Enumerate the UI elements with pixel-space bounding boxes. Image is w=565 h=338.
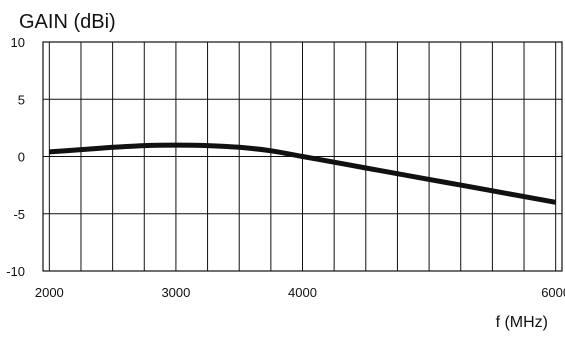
x-tick-label: 3000 — [161, 285, 190, 300]
tick-labels: 10 5 0 -5 -10 2000 3000 4000 6000 — [6, 35, 565, 300]
grid — [43, 42, 562, 271]
series-layer — [49, 142, 557, 205]
x-axis-title: f (MHz) — [496, 314, 548, 331]
y-tick-label: 10 — [11, 35, 25, 50]
y-tick-label: 0 — [18, 150, 25, 165]
gain-series-line — [49, 142, 557, 205]
y-tick-label: -10 — [6, 264, 25, 279]
y-tick-label: -5 — [13, 207, 25, 222]
y-axis-title: GAIN (dBi) — [19, 11, 116, 33]
y-tick-label: 5 — [18, 92, 25, 107]
plot-frame — [42, 41, 563, 272]
x-tick-label: 4000 — [288, 285, 317, 300]
x-tick-label: 6000 — [541, 285, 565, 300]
x-tick-label: 2000 — [35, 285, 64, 300]
